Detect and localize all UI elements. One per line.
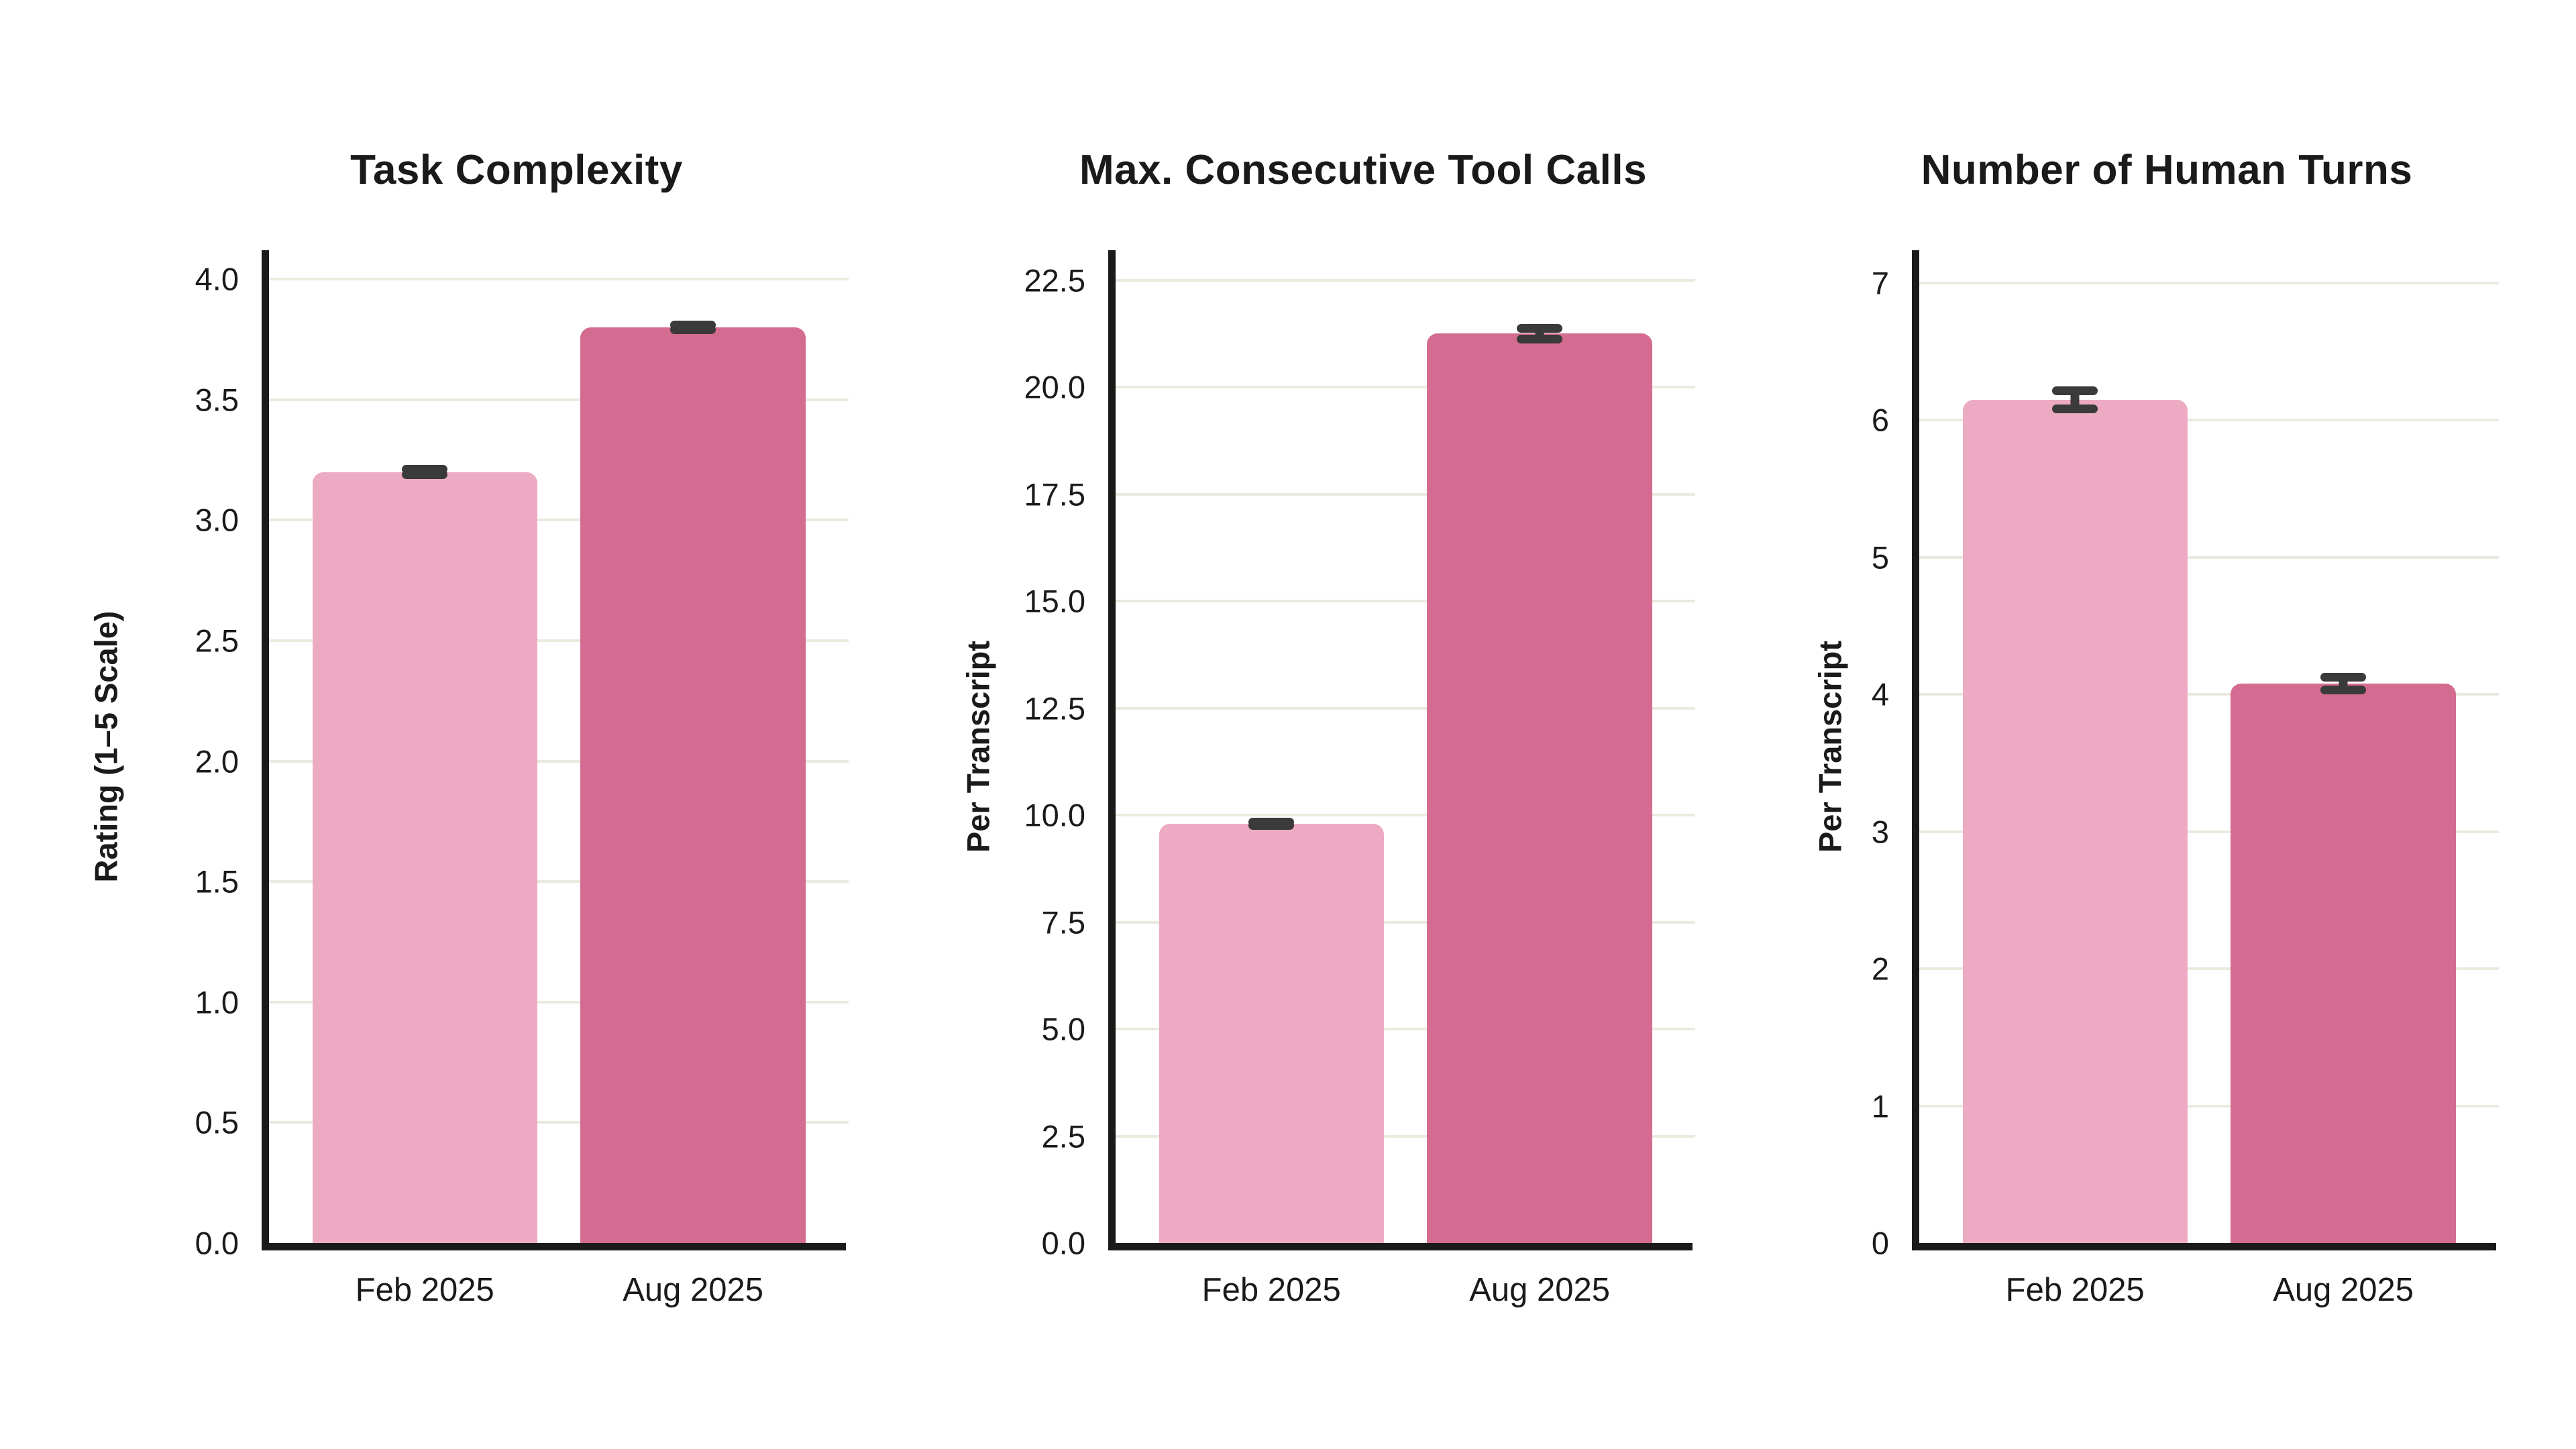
plot-area: 0 1 2 3 4 5 6 7 Feb 2025 Aug 2025	[1872, 250, 2499, 1308]
error-bar-bottom-cap	[670, 325, 716, 335]
y-tick-label: 20.0	[1024, 369, 1085, 405]
y-tick-label: 22.5	[1024, 262, 1085, 299]
y-tick-label: 2.5	[1041, 1118, 1085, 1155]
y-tick-label: 3.0	[195, 502, 239, 538]
y-tick-label: 5	[1871, 539, 1889, 576]
y-tick-label: 5.0	[1041, 1011, 1085, 1047]
error-bar	[2320, 673, 2367, 694]
gridline	[269, 519, 849, 522]
bar-feb-2025	[1159, 823, 1384, 1243]
error-bar-bottom-cap	[1517, 334, 1563, 343]
gridline	[269, 1000, 849, 1004]
error-bar-bottom-cap	[1248, 820, 1295, 830]
y-tick-label: 12.5	[1024, 690, 1085, 727]
gridline	[269, 759, 849, 763]
chart-title: Max. Consecutive Tool Calls	[1079, 147, 1648, 193]
gridline	[1919, 967, 2499, 971]
gridline	[1116, 600, 1695, 603]
y-tick-label: 0	[1871, 1225, 1889, 1261]
gridline	[1919, 830, 2499, 833]
error-bar	[670, 320, 716, 335]
bar-feb-2025	[1962, 399, 2188, 1243]
error-bar-top-cap	[2052, 386, 2098, 396]
y-tick-label: 0.0	[1041, 1225, 1085, 1261]
y-tick-label: 2.5	[195, 623, 239, 659]
error-bar-top-cap	[1517, 324, 1563, 333]
gridline	[1116, 492, 1695, 496]
x-tick-label: Aug 2025	[2273, 1272, 2414, 1308]
y-tick-label: 3.5	[195, 382, 239, 418]
gridline	[1116, 386, 1695, 389]
error-bar-top-cap	[2320, 673, 2367, 682]
gridline	[269, 278, 849, 281]
y-tick-label: 3	[1871, 814, 1889, 850]
y-tick-label: 1.0	[195, 984, 239, 1020]
y-tick-label: 4.0	[195, 261, 239, 297]
gridline	[1116, 706, 1695, 710]
y-tick-label: 2	[1871, 951, 1889, 987]
y-tick-label: 4	[1871, 676, 1889, 712]
bar-aug-2025	[1427, 333, 1652, 1243]
gridline	[269, 398, 849, 401]
error-bar	[402, 464, 448, 480]
y-tick-label: 10.0	[1024, 797, 1085, 833]
chart-title: Task Complexity	[350, 147, 683, 193]
gridline	[269, 880, 849, 883]
y-tick-label: 1	[1871, 1088, 1889, 1124]
x-tick-label: Feb 2025	[1201, 1272, 1341, 1308]
gridline	[1116, 278, 1695, 282]
gridline	[1116, 920, 1695, 924]
y-tick-label: 7	[1871, 265, 1889, 301]
error-bar	[2052, 386, 2098, 413]
y-tick-label: 2.0	[195, 743, 239, 780]
error-bar-bottom-cap	[2320, 685, 2367, 694]
y-tick-label: 1.5	[195, 863, 239, 900]
gridline	[1116, 1028, 1695, 1031]
error-bar	[1248, 817, 1295, 830]
gridline	[269, 1121, 849, 1124]
y-axis-label: Per Transcript	[960, 640, 996, 853]
bar-feb-2025	[312, 472, 537, 1243]
bar-aug-2025	[2231, 683, 2456, 1243]
gridline	[1919, 419, 2499, 422]
y-tick-label: 17.5	[1024, 476, 1085, 513]
chart-title: Number of Human Turns	[1921, 147, 2413, 193]
y-tick-label: 0.5	[195, 1104, 239, 1140]
x-tick-label: Feb 2025	[355, 1272, 494, 1308]
error-bar	[1517, 324, 1563, 343]
y-tick-label: 15.0	[1024, 583, 1085, 619]
gridline	[1116, 1134, 1695, 1138]
x-tick-label: Aug 2025	[623, 1272, 763, 1308]
plot-area: 0.0 0.5 1.0 1.5 2.0 2.5 3.0 3.5 4.0 Feb 2025 Aug 2…	[195, 250, 849, 1308]
x-tick-label: Feb 2025	[2005, 1272, 2145, 1308]
y-tick-label: 6	[1871, 402, 1889, 438]
gridline	[1919, 693, 2499, 696]
y-axis-label: Per Transcript	[1812, 640, 1848, 853]
y-tick-label: 0.0	[195, 1225, 239, 1261]
gridline	[269, 639, 849, 642]
error-bar-bottom-cap	[2052, 404, 2098, 413]
y-axis-label: Rating (1–5 Scale)	[88, 610, 124, 883]
bar-aug-2025	[580, 327, 806, 1243]
gridline	[1919, 282, 2499, 285]
error-bar-bottom-cap	[402, 470, 448, 480]
gridline	[1919, 555, 2499, 559]
plot-area: 0.0 2.5 5.0 7.5 10.0 12.5 15.0 17.5 20.0 22.5 Feb …	[1024, 250, 1695, 1308]
y-tick-label: 7.5	[1041, 904, 1085, 941]
x-tick-label: Aug 2025	[1469, 1272, 1610, 1308]
gridline	[1116, 814, 1695, 817]
gridline	[1919, 1104, 2499, 1108]
